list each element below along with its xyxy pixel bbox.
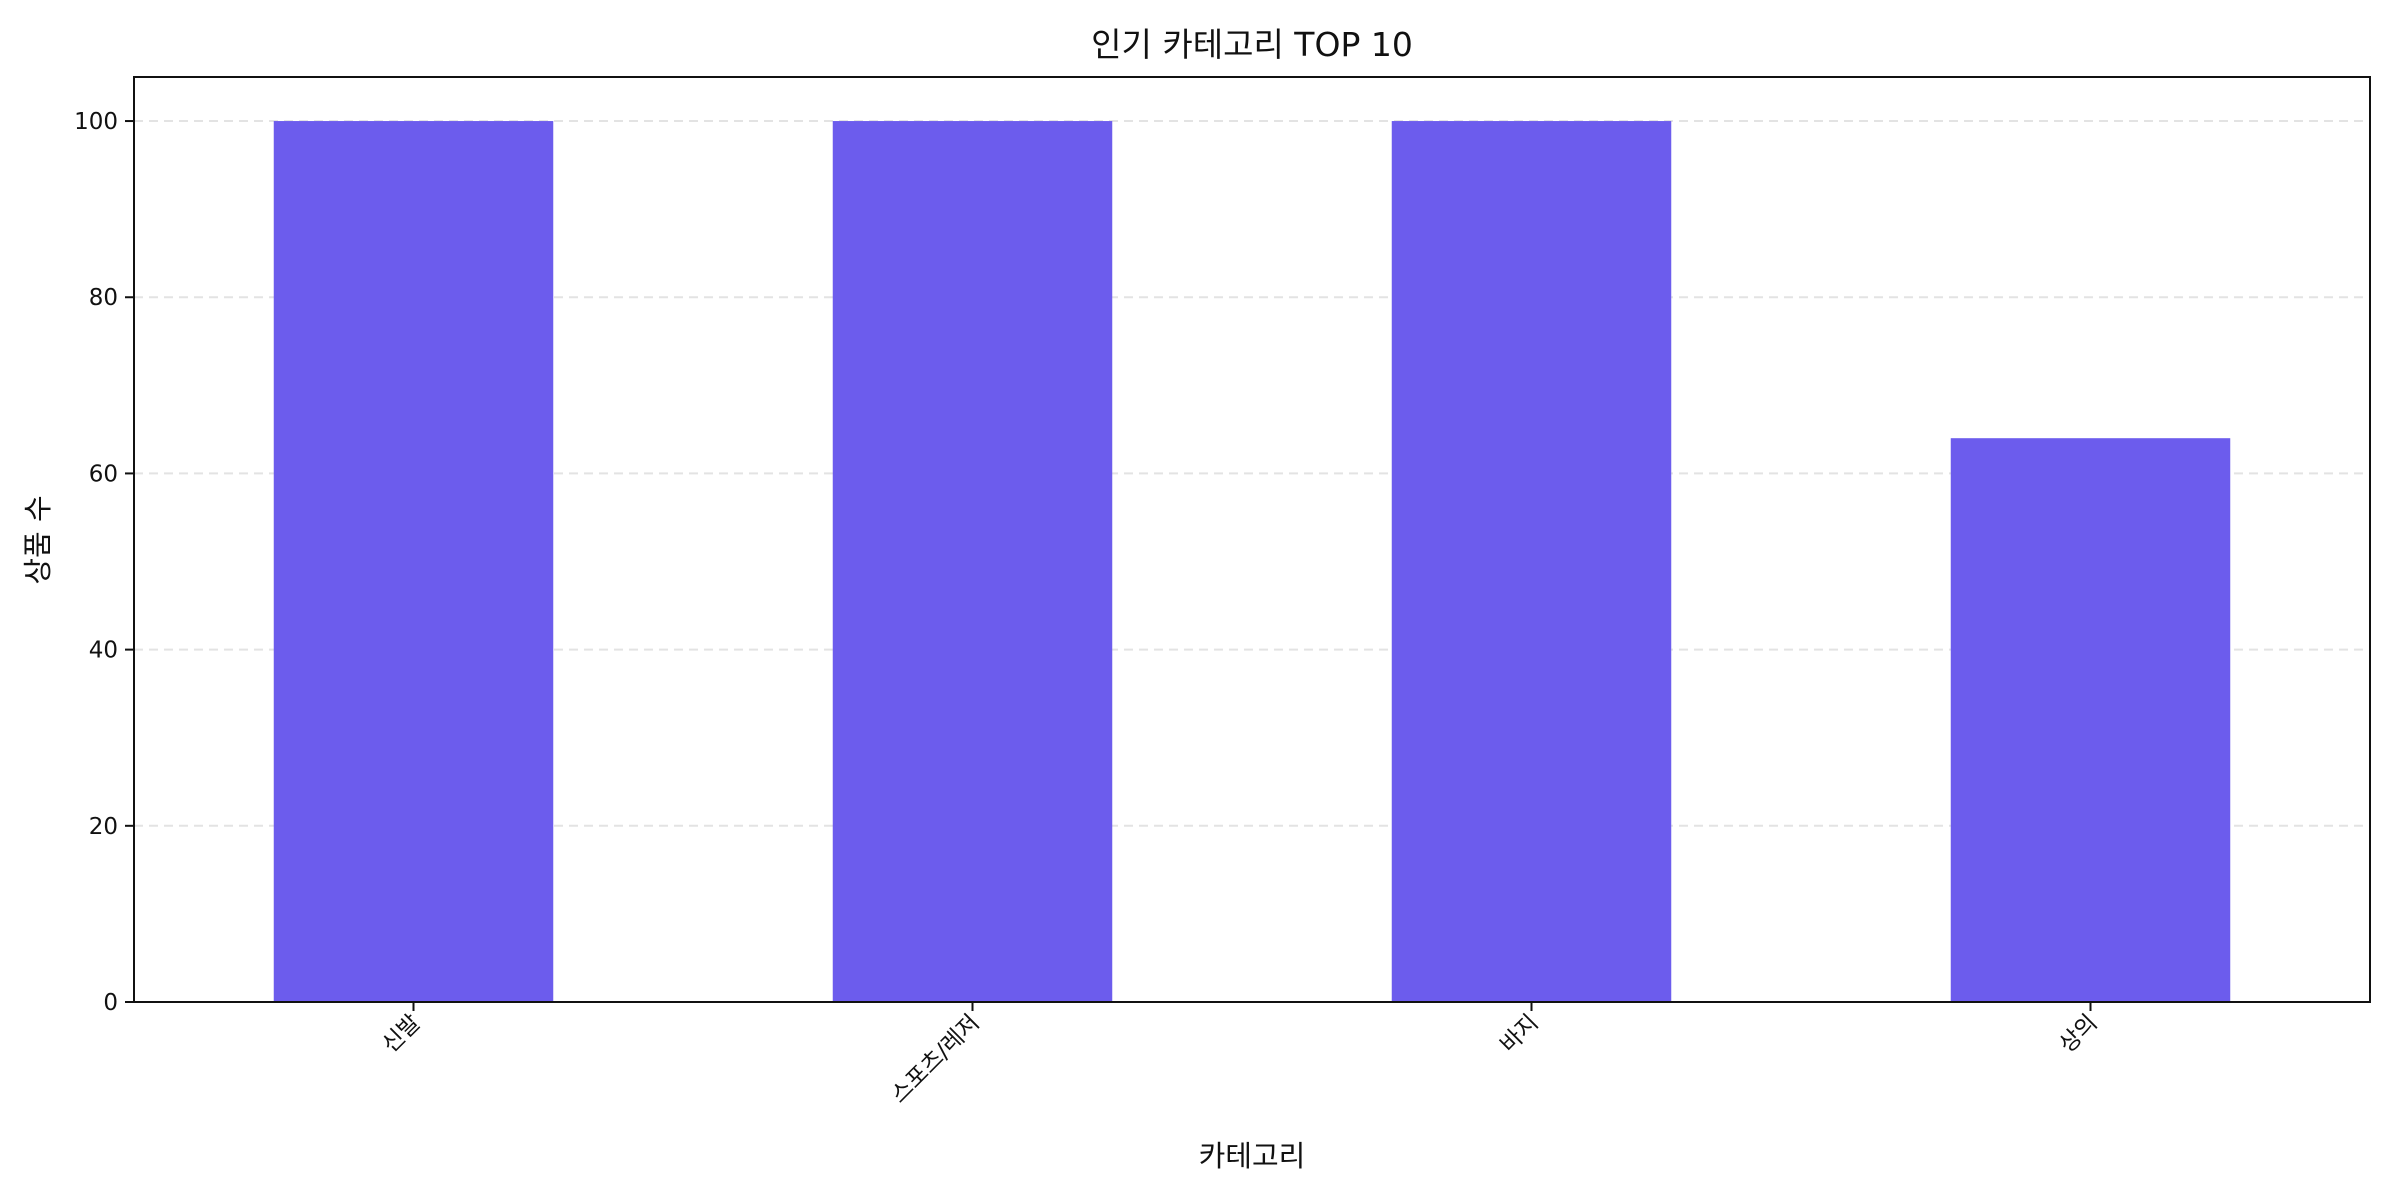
y-axis-label: 상품 수 [21,495,55,584]
x-axis-label: 카테고리 [1199,1139,1306,1173]
y-tick-label: 20 [89,814,118,840]
x-tick-label: 스포츠/레저 [886,1010,985,1109]
plot-frame [133,76,2371,1003]
x-axis-ticks: 신발 스포츠/레저 바지 상의 [377,1002,2103,1109]
bars [273,121,2231,1003]
bar [1950,438,2231,1002]
x-tick-label: 상의 [2054,1010,2102,1058]
y-tick-label: 80 [89,285,118,311]
y-tick-label: 40 [89,638,118,664]
y-axis-ticks: 0 20 40 60 80 100 [74,109,134,1016]
y-tick-label: 60 [89,461,118,487]
y-tick-label: 0 [103,990,118,1016]
bar [1391,121,1672,1003]
x-tick-label: 신발 [377,1010,425,1058]
y-tick-label: 100 [74,109,118,135]
bar [273,121,554,1003]
x-tick-label: 바지 [1495,1010,1543,1058]
chart-title: 인기 카테고리 TOP 10 [1091,25,1413,64]
bar [832,121,1113,1003]
